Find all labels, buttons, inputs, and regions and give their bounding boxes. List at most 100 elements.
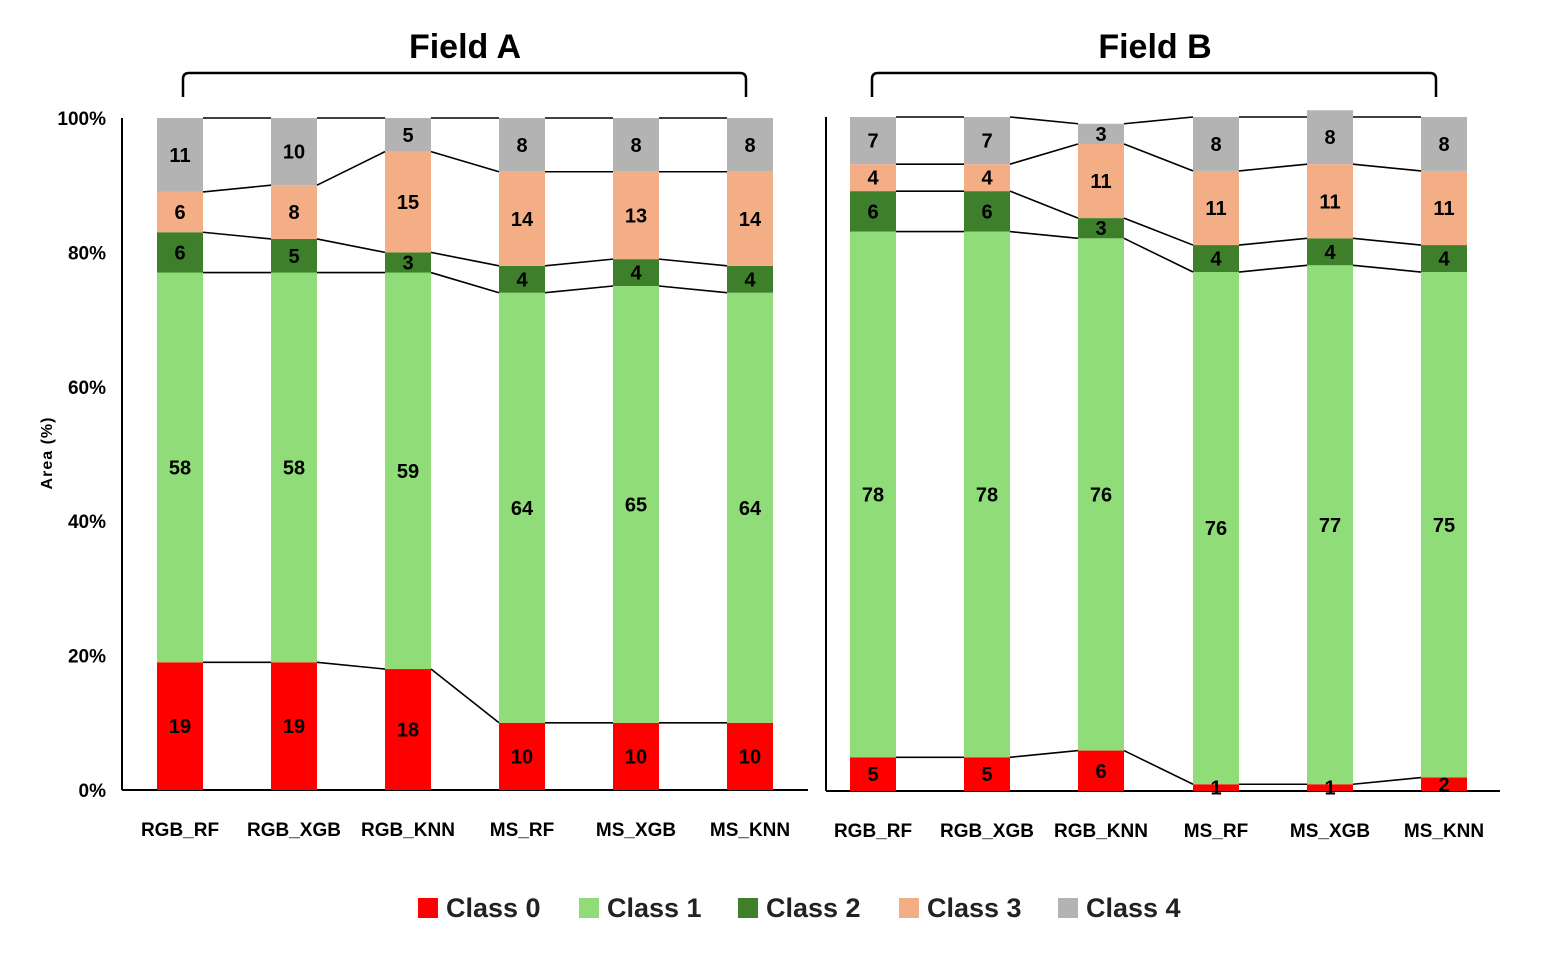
data-label-field-a-rgb-knn-class-2: 3 xyxy=(402,252,413,274)
bar-segment-field-b-rgb-rf-class-3 xyxy=(850,164,896,192)
x-tick-label: RGB_KNN xyxy=(361,820,455,841)
x-tick-label: MS_RF xyxy=(1184,821,1248,842)
bar-segment-field-b-rgb-knn-class-0 xyxy=(1078,750,1124,791)
data-label-field-b-ms-rf-class-1: 76 xyxy=(1205,518,1227,540)
data-label-field-b-ms-xgb-class-1: 77 xyxy=(1319,515,1341,537)
series-line-field-b-class-0 xyxy=(1352,776,1422,786)
data-label-field-a-ms-rf-class-3: 14 xyxy=(511,209,534,231)
bar-segment-field-a-ms-rf-class-0 xyxy=(499,722,545,790)
bar-segment-field-a-rgb-xgb-class-0 xyxy=(271,662,317,790)
bar-segment-field-a-rgb-xgb-class-1 xyxy=(271,272,317,663)
y-tick-label: 20% xyxy=(68,647,106,668)
x-tick-label: MS_RF xyxy=(490,820,554,841)
bar-segment-field-a-ms-knn-class-0 xyxy=(727,722,773,790)
series-line-field-b-class-1 xyxy=(1352,264,1422,273)
data-label-field-b-rgb-xgb-class-3: 4 xyxy=(981,168,993,190)
series-line-field-a-class-0 xyxy=(430,668,500,724)
data-label-field-b-ms-rf-class-3: 11 xyxy=(1205,198,1226,220)
x-tick-label: RGB_XGB xyxy=(940,821,1034,842)
data-label-field-b-rgb-knn-class-1: 76 xyxy=(1090,484,1112,506)
bar-segment-field-b-rgb-xgb-class-3 xyxy=(964,164,1010,192)
data-label-field-a-ms-xgb-class-0: 10 xyxy=(625,746,647,768)
series-line-field-b-class-0 xyxy=(1009,749,1079,759)
data-label-field-b-ms-knn-class-0: 2 xyxy=(1438,774,1449,796)
bar-segment-field-b-rgb-knn-class-2 xyxy=(1078,218,1124,239)
series-line-field-b-class-4 xyxy=(1123,116,1194,125)
data-label-field-b-ms-xgb-class-0: 1 xyxy=(1324,778,1335,800)
bar-segment-field-a-ms-rf-class-1 xyxy=(499,292,545,723)
series-line-field-b-class-2 xyxy=(1238,237,1308,246)
data-label-field-b-rgb-rf-class-2: 6 xyxy=(867,201,878,223)
bar-segment-field-b-rgb-xgb-class-2 xyxy=(964,191,1010,232)
bar-segment-field-b-ms-xgb-class-3 xyxy=(1307,164,1353,239)
bar-segment-field-a-rgb-xgb-class-3 xyxy=(271,185,317,239)
bar-segment-field-a-ms-knn-class-3 xyxy=(727,171,773,266)
bar-segment-field-b-ms-xgb-class-2 xyxy=(1307,238,1353,266)
x-tick-label: RGB_XGB xyxy=(247,820,341,841)
data-label-field-a-rgb-knn-class-4: 5 xyxy=(402,125,413,147)
data-label-field-b-ms-rf-class-0: 1 xyxy=(1210,778,1221,800)
bar-segment-field-b-ms-knn-class-4 xyxy=(1421,117,1467,171)
bar-segment-field-b-rgb-xgb-class-4 xyxy=(964,117,1010,165)
bar-segment-field-a-ms-knn-class-1 xyxy=(727,292,773,723)
data-label-field-a-ms-xgb-class-2: 4 xyxy=(630,263,642,285)
series-line-field-a-class-3 xyxy=(430,150,500,173)
x-tick-label: MS_KNN xyxy=(1404,821,1484,842)
data-label-field-a-rgb-rf-class-3: 6 xyxy=(174,202,185,224)
data-label-field-a-rgb-rf-class-4: 11 xyxy=(169,145,190,167)
series-line-field-a-class-2 xyxy=(544,258,614,267)
data-label-field-a-ms-knn-class-2: 4 xyxy=(744,269,756,291)
series-line-field-b-class-2 xyxy=(1123,217,1194,246)
x-tick-label: MS_XGB xyxy=(596,820,676,841)
data-label-field-b-rgb-xgb-class-1: 78 xyxy=(976,484,998,506)
y-tick-label: 0% xyxy=(79,781,107,802)
data-label-field-b-rgb-rf-class-3: 4 xyxy=(867,168,879,190)
data-label-field-a-rgb-rf-class-0: 19 xyxy=(169,716,191,738)
series-line-field-a-class-0 xyxy=(316,661,386,670)
data-label-field-b-ms-knn-class-2: 4 xyxy=(1438,249,1450,271)
bar-segment-field-b-ms-rf-class-3 xyxy=(1193,170,1239,246)
series-line-field-b-class-2 xyxy=(1009,190,1079,219)
data-label-field-a-ms-rf-class-2: 4 xyxy=(516,269,528,291)
bar-segment-field-a-ms-rf-class-2 xyxy=(499,265,545,293)
data-label-field-a-rgb-knn-class-1: 59 xyxy=(397,461,419,483)
bar-segment-field-b-rgb-rf-class-1 xyxy=(850,231,896,758)
data-label-field-a-rgb-rf-class-2: 6 xyxy=(174,242,185,264)
bar-segment-field-a-ms-knn-class-2 xyxy=(727,265,773,293)
data-label-field-a-ms-rf-class-0: 10 xyxy=(511,746,533,768)
series-line-field-a-class-2 xyxy=(202,231,272,240)
bar-segment-field-a-ms-rf-class-4 xyxy=(499,118,545,172)
bar-segment-field-b-ms-xgb-class-1 xyxy=(1307,265,1353,785)
data-label-field-a-rgb-xgb-class-0: 19 xyxy=(283,716,305,738)
bar-segment-field-a-rgb-knn-class-1 xyxy=(385,272,431,670)
series-line-field-b-class-3 xyxy=(1123,143,1194,172)
data-label-field-a-rgb-xgb-class-4: 10 xyxy=(283,142,305,164)
series-line-field-a-class-1 xyxy=(430,271,500,294)
y-tick-label: 80% xyxy=(68,243,106,264)
data-label-field-b-rgb-xgb-class-0: 5 xyxy=(981,764,992,786)
legend-label-class-3: Class 3 xyxy=(927,893,1022,923)
legend-swatch-class-2 xyxy=(738,898,758,918)
series-line-field-a-class-3 xyxy=(202,184,272,193)
bar-segment-field-a-ms-xgb-class-3 xyxy=(613,171,659,260)
legend-swatch-class-1 xyxy=(579,898,599,918)
x-tick-label: MS_XGB xyxy=(1290,821,1370,842)
legend-label-class-0: Class 0 xyxy=(446,893,541,923)
bracket-field-a xyxy=(181,71,748,97)
data-label-field-b-rgb-rf-class-4: 7 xyxy=(867,131,878,153)
data-label-field-a-ms-xgb-class-1: 65 xyxy=(625,494,647,516)
bar-segment-field-a-rgb-rf-class-2 xyxy=(157,232,203,273)
bar-segment-field-b-ms-knn-class-1 xyxy=(1421,272,1467,778)
data-label-field-a-ms-knn-class-3: 14 xyxy=(739,209,762,231)
bar-segment-field-b-rgb-knn-class-3 xyxy=(1078,143,1124,219)
bar-segment-field-b-ms-xgb-class-4 xyxy=(1307,110,1353,165)
data-label-field-b-rgb-knn-class-0: 6 xyxy=(1095,761,1106,783)
data-label-field-a-ms-xgb-class-3: 13 xyxy=(625,205,647,227)
data-label-field-a-ms-knn-class-1: 64 xyxy=(739,498,762,520)
x-tick-label: RGB_KNN xyxy=(1054,821,1148,842)
legend-swatch-class-3 xyxy=(899,898,919,918)
data-label-field-a-rgb-xgb-class-1: 58 xyxy=(283,457,305,479)
bracket-field-b xyxy=(870,71,1438,97)
series-line-field-a-class-2 xyxy=(316,238,386,254)
